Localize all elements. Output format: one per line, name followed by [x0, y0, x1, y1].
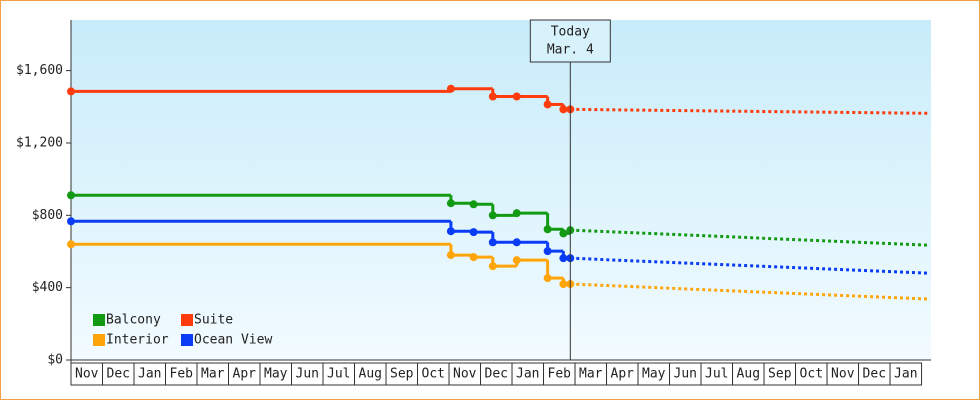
point	[469, 228, 478, 237]
point	[488, 92, 497, 101]
x-tick-label: Oct	[800, 367, 823, 382]
x-tick-label: Dec	[485, 367, 508, 382]
x-tick-label: Jan	[894, 367, 917, 382]
legend-swatch	[181, 314, 193, 326]
x-tick-label: Dec	[107, 367, 130, 382]
x-tick-label: Sep	[768, 367, 792, 382]
legend-label: Interior	[106, 333, 169, 348]
month-cell	[889, 362, 923, 386]
point	[543, 225, 552, 234]
x-tick-label: Apr	[611, 367, 635, 382]
x-tick-label: Aug	[359, 367, 382, 382]
point	[512, 92, 521, 101]
point	[512, 256, 521, 265]
point	[559, 229, 568, 238]
x-tick-label: Oct	[422, 367, 445, 382]
x-tick-label: Nov	[831, 367, 855, 382]
point	[446, 251, 455, 260]
legend-label: Balcony	[106, 313, 161, 328]
x-tick-label: Feb	[170, 367, 194, 382]
point	[543, 274, 552, 283]
point	[512, 209, 521, 218]
point	[67, 87, 75, 96]
point	[67, 191, 75, 200]
x-tick-label: Sep	[390, 367, 414, 382]
point	[559, 254, 568, 263]
legend-swatch	[93, 334, 105, 346]
point	[67, 217, 75, 226]
legend-label: Ocean View	[194, 333, 272, 348]
today-label: Mar. 4	[547, 43, 594, 58]
today-box	[529, 19, 611, 63]
x-tick-label: May	[642, 367, 666, 382]
y-tick-label: $1,600	[16, 63, 63, 78]
point	[469, 253, 478, 262]
y-tick-label: $1,200	[16, 135, 63, 150]
point	[446, 84, 455, 93]
x-tick-label: Apr	[233, 367, 257, 382]
x-tick-label: Jan	[516, 367, 539, 382]
x-tick-label: Jul	[327, 367, 350, 382]
y-tick-label: $400	[32, 280, 63, 295]
x-tick-label: Feb	[548, 367, 572, 382]
point	[559, 280, 568, 289]
x-tick-label: Nov	[75, 367, 99, 382]
legend-swatch	[181, 334, 193, 346]
x-tick-label: Mar	[579, 367, 603, 382]
x-tick-label: Mar	[201, 367, 225, 382]
today-label: Today	[551, 25, 590, 40]
x-tick-label: Aug	[737, 367, 760, 382]
y-tick-label: $800	[32, 208, 63, 223]
point	[559, 105, 568, 114]
point	[488, 262, 497, 271]
x-tick-label: Dec	[863, 367, 886, 382]
x-tick-label: Jun	[674, 367, 697, 382]
x-tick-label: Jun	[296, 367, 319, 382]
point	[469, 200, 478, 209]
point	[543, 247, 552, 256]
point	[512, 238, 521, 247]
point	[543, 100, 552, 109]
point	[67, 240, 75, 249]
x-tick-label: Jul	[705, 367, 728, 382]
point	[488, 238, 497, 247]
point	[488, 211, 497, 220]
legend-swatch	[93, 314, 105, 326]
x-tick-label: Nov	[453, 367, 477, 382]
point	[446, 199, 455, 208]
y-tick-label: $0	[47, 353, 63, 368]
x-tick-label: May	[264, 367, 288, 382]
x-tick-label: Jan	[138, 367, 161, 382]
legend-label: Suite	[194, 313, 233, 328]
plot-area	[71, 20, 931, 360]
point	[446, 227, 455, 236]
